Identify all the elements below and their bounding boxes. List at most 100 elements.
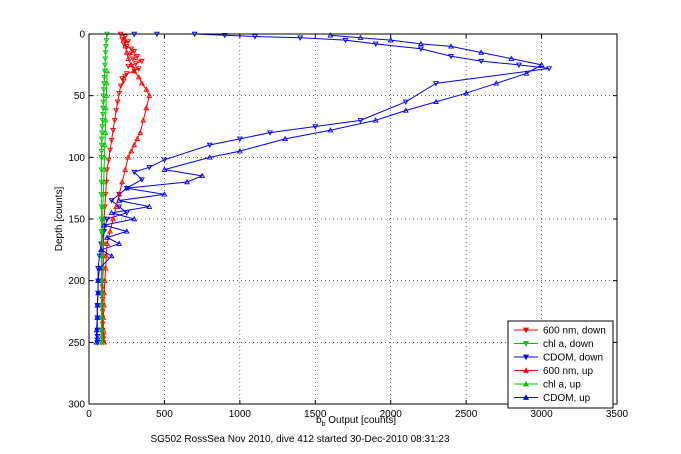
data-point	[117, 83, 124, 89]
data-point	[119, 178, 126, 185]
y-tick-label: 0	[79, 30, 85, 41]
data-point	[95, 277, 102, 283]
x-axis-label-subscript: b	[322, 421, 326, 428]
legend-item: CDOM, up	[514, 393, 591, 404]
series-line	[101, 70, 108, 343]
data-point	[123, 49, 130, 55]
data-point	[108, 209, 115, 216]
legend-item: 600 nm, down	[514, 326, 606, 337]
data-point	[312, 124, 319, 130]
data-point	[102, 56, 109, 62]
legend-swatch-marker	[522, 354, 530, 361]
data-point	[433, 98, 439, 105]
data-point	[297, 35, 304, 41]
data-point	[98, 277, 105, 283]
data-point	[101, 74, 108, 81]
data-point	[146, 164, 153, 171]
data-point	[143, 104, 150, 111]
data-point	[538, 61, 545, 68]
data-point	[104, 67, 111, 74]
data-point	[342, 37, 349, 44]
legend: 600 nm, down chl a, down CDOM, down 600 nm,…	[507, 320, 614, 409]
data-point	[104, 167, 111, 173]
data-point	[372, 41, 379, 47]
data-point	[282, 135, 289, 142]
data-point	[103, 80, 110, 86]
data-point	[94, 314, 101, 320]
data-point	[123, 210, 130, 216]
data-point	[102, 50, 109, 56]
data-point	[134, 135, 141, 142]
data-point	[104, 240, 111, 246]
data-point	[138, 80, 145, 86]
data-point	[140, 117, 147, 123]
data-point	[125, 55, 132, 61]
data-point	[108, 198, 115, 204]
x-tick-label: 3500	[606, 409, 629, 420]
data-point	[98, 246, 105, 253]
data-point	[99, 240, 106, 246]
data-point	[417, 46, 424, 52]
legend-swatch-marker	[522, 327, 530, 334]
data-point	[123, 71, 130, 77]
data-point	[100, 99, 107, 105]
legend-label: chl a, up	[543, 380, 581, 391]
data-point	[236, 136, 243, 142]
data-point	[143, 86, 150, 92]
legend-item: chl a, up	[514, 380, 581, 391]
data-point	[103, 37, 110, 44]
data-point	[463, 90, 470, 96]
data-point	[110, 127, 117, 134]
data-point	[116, 197, 123, 203]
data-point	[515, 62, 522, 68]
data-point	[161, 191, 168, 197]
series-layer	[93, 31, 553, 346]
data-point	[114, 99, 121, 105]
data-point	[138, 177, 145, 183]
data-point	[184, 178, 191, 185]
data-point	[135, 74, 142, 80]
series-4	[98, 67, 111, 345]
data-point	[206, 142, 213, 149]
data-point	[161, 157, 168, 163]
data-point	[357, 118, 364, 124]
data-point	[98, 339, 105, 345]
data-point	[478, 58, 485, 65]
data-point	[96, 265, 103, 271]
x-axis-label-rest: Output [counts]	[325, 415, 396, 426]
data-point	[128, 61, 135, 68]
data-point	[448, 53, 455, 60]
y-tick-label: 200	[68, 276, 85, 287]
data-point	[99, 118, 106, 124]
data-point	[116, 90, 123, 97]
data-point	[131, 67, 138, 74]
data-point	[98, 302, 105, 308]
data-point	[105, 157, 112, 163]
data-point	[131, 169, 138, 176]
data-point	[129, 56, 136, 62]
data-point	[102, 62, 108, 68]
data-point	[125, 39, 132, 45]
data-point	[132, 61, 139, 67]
data-point	[327, 32, 334, 38]
data-point	[116, 191, 123, 197]
data-point	[120, 37, 127, 43]
series-5	[93, 32, 545, 345]
legend-swatch-marker	[522, 341, 530, 347]
grid	[89, 34, 617, 404]
data-point	[99, 124, 106, 130]
data-point	[372, 117, 379, 123]
data-point	[101, 166, 108, 172]
data-point	[327, 127, 334, 133]
data-point	[98, 155, 105, 161]
data-point	[433, 81, 439, 87]
y-tick-label: 250	[68, 338, 85, 349]
data-point	[100, 87, 107, 93]
data-point	[93, 326, 100, 333]
data-point	[131, 49, 138, 55]
data-point	[125, 154, 132, 160]
x-axis-label-main: b	[316, 415, 322, 426]
data-point	[101, 141, 108, 148]
legend-swatch-marker	[522, 394, 530, 400]
data-point	[100, 178, 107, 185]
